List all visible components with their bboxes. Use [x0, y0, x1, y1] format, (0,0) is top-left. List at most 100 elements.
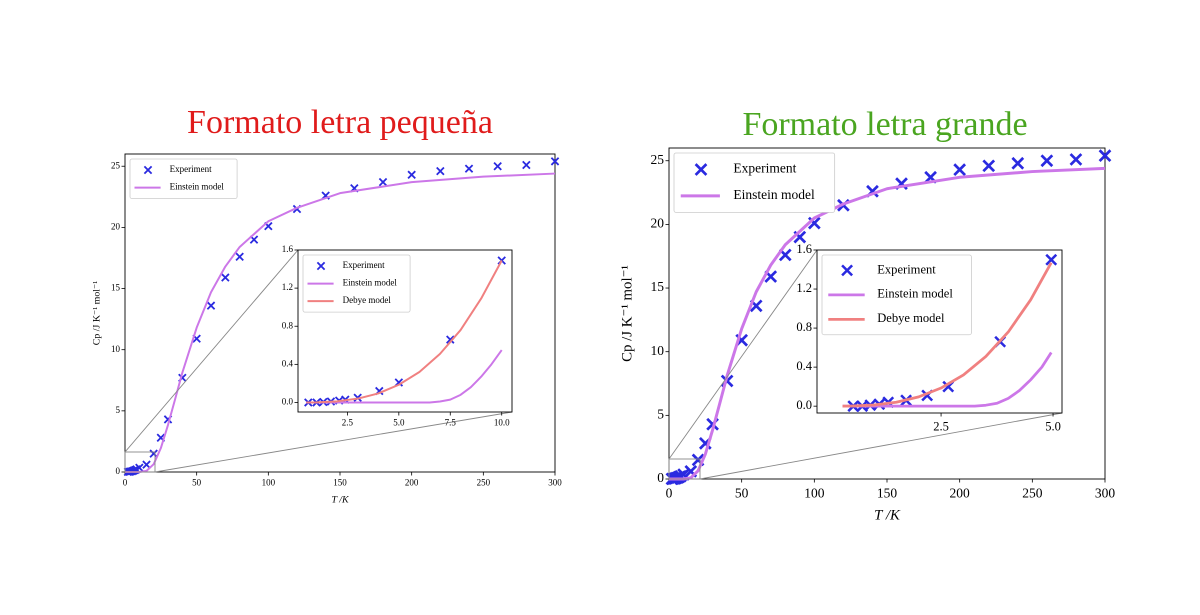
- x-tick-label: 250: [477, 478, 491, 488]
- model-line: [842, 262, 1053, 408]
- data-point: [149, 449, 158, 458]
- legend-label: Experiment: [733, 161, 796, 176]
- x-tick-label: 5.0: [393, 418, 405, 428]
- x-tick-label: 150: [877, 486, 898, 501]
- y-tick-label: 0: [116, 466, 121, 476]
- x-tick-label: 200: [405, 478, 419, 488]
- legend-swatch: [841, 264, 854, 277]
- zoom-connector: [668, 249, 818, 460]
- zoom-connector: [699, 412, 1063, 480]
- legend-label: Experiment: [170, 164, 212, 174]
- y-tick-label: 5: [116, 405, 121, 415]
- data-point: [1098, 149, 1112, 162]
- y-tick-label: 20: [111, 221, 121, 231]
- legend: [129, 158, 238, 199]
- data-point: [953, 163, 967, 176]
- legend-label: Einstein model: [170, 182, 225, 192]
- y-tick-label: 25: [111, 160, 121, 170]
- legend: [673, 152, 836, 213]
- zoom-region: [124, 451, 156, 473]
- chart-title: Formato letra grande: [742, 106, 1027, 143]
- legend-swatch: [143, 165, 153, 175]
- y-axis-label: Cp /J K⁻¹ mol⁻¹: [91, 281, 102, 345]
- y-tick-label: 0.4: [796, 359, 812, 373]
- legend: [302, 254, 411, 313]
- data-point: [1011, 156, 1025, 170]
- y-tick-label: 25: [651, 152, 665, 167]
- zoom-region: [668, 458, 701, 480]
- legend-label: Experiment: [877, 262, 936, 276]
- data-point: [1069, 153, 1083, 166]
- data-point: [142, 460, 151, 469]
- model-line: [669, 166, 1106, 481]
- model-line: [306, 349, 503, 404]
- data-point: [221, 273, 230, 282]
- y-tick-label: 0.4: [282, 358, 294, 368]
- x-tick-label: 0: [123, 478, 128, 488]
- x-tick-label: 2.5: [342, 418, 354, 428]
- x-axis-label: T /K: [331, 494, 350, 505]
- legend-label: Debye model: [877, 311, 945, 325]
- y-tick-label: 0.8: [796, 320, 812, 334]
- x-tick-label: 50: [735, 486, 749, 501]
- data-point: [1045, 253, 1058, 266]
- y-tick-label: 1.2: [282, 282, 293, 292]
- x-tick-label: 2.5: [933, 420, 949, 434]
- y-tick-label: 0.0: [796, 398, 812, 412]
- data-point: [493, 161, 502, 171]
- x-tick-label: 300: [548, 478, 562, 488]
- legend-label: Einstein model: [733, 187, 815, 202]
- y-tick-label: 5: [657, 406, 664, 421]
- x-axis-label: T /K: [874, 507, 901, 523]
- data-point: [464, 164, 474, 173]
- x-tick-label: 0: [666, 486, 673, 501]
- x-tick-label: 250: [1022, 486, 1043, 501]
- y-tick-label: 10: [111, 344, 121, 354]
- y-tick-label: 15: [651, 279, 665, 294]
- y-tick-label: 0.0: [282, 397, 294, 407]
- x-tick-label: 50: [192, 478, 202, 488]
- data-point: [378, 177, 388, 187]
- y-tick-label: 20: [651, 215, 665, 230]
- data-point: [135, 463, 144, 472]
- y-tick-label: 1.2: [796, 281, 812, 295]
- x-tick-label: 10.0: [494, 418, 510, 428]
- data-point: [446, 335, 455, 344]
- legend-label: Einstein model: [877, 287, 953, 301]
- zoom-connector: [154, 411, 513, 473]
- y-tick-label: 1.6: [282, 244, 294, 254]
- model-line: [306, 260, 503, 404]
- legend-swatch: [316, 261, 326, 271]
- y-axis-label: Cp /J K⁻¹ mol⁻¹: [619, 265, 635, 362]
- data-point: [436, 166, 445, 176]
- legend-label: Einstein model: [343, 278, 398, 288]
- model-line: [125, 172, 556, 473]
- y-tick-label: 0: [657, 470, 664, 485]
- legend: [821, 254, 972, 336]
- x-tick-label: 100: [804, 486, 825, 501]
- data-point: [235, 252, 244, 261]
- legend-label: Debye model: [343, 295, 392, 305]
- data-point: [522, 160, 531, 170]
- y-tick-label: 10: [651, 343, 665, 358]
- x-tick-label: 150: [333, 478, 347, 488]
- data-point: [982, 159, 996, 173]
- zoom-connector: [124, 249, 299, 453]
- model-line: [842, 351, 1053, 408]
- x-tick-label: 7.5: [445, 418, 457, 428]
- data-point: [407, 170, 416, 180]
- legend-label: Experiment: [343, 260, 385, 270]
- x-tick-label: 5.0: [1045, 420, 1061, 434]
- chart-title: Formato letra pequeña: [187, 104, 493, 141]
- y-tick-label: 0.8: [282, 320, 294, 330]
- data-point: [206, 301, 216, 310]
- x-tick-label: 100: [262, 478, 276, 488]
- x-tick-label: 200: [950, 486, 971, 501]
- data-point: [550, 157, 560, 166]
- data-point: [1040, 154, 1054, 168]
- y-tick-label: 1.6: [796, 242, 812, 256]
- legend-swatch: [694, 163, 708, 176]
- y-tick-label: 15: [111, 283, 121, 293]
- x-tick-label: 300: [1095, 486, 1116, 501]
